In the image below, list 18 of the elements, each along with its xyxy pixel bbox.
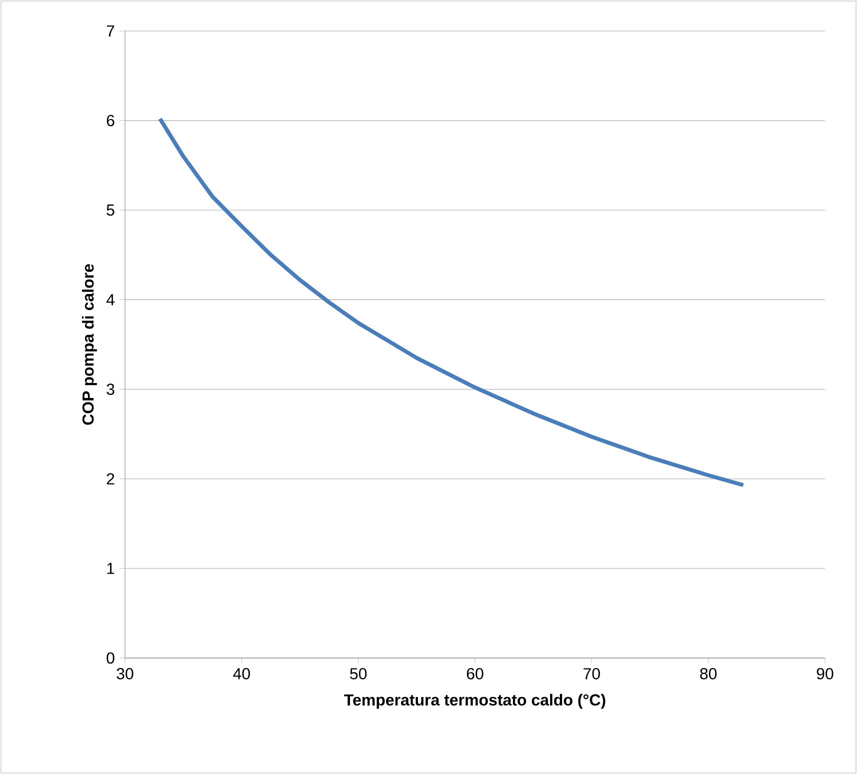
line-series [158,116,746,488]
x-tick-label: 50 [350,668,367,680]
x-tick-label: 80 [700,668,717,680]
y-tick-label: 5 [106,204,114,216]
y-tick-label: 2 [106,473,114,484]
x-tick-label: 90 [816,668,834,680]
x-tick-label: 60 [466,668,484,680]
y-axis-title: COP pompa di calore [82,264,97,425]
y-tick-label: 0 [106,652,114,664]
x-axis-title: Temperatura termostato caldo (°C) [344,694,606,709]
y-tick-label: 1 [107,562,114,574]
y-tick-label: 4 [106,294,114,306]
y-tick-label: 7 [106,25,114,36]
y-tick-label: 6 [106,114,114,126]
y-tick-label: 3 [106,384,114,395]
x-tick-label: 30 [116,668,134,680]
x-tick-label: 70 [584,668,600,680]
x-tick-label: 40 [233,668,250,680]
